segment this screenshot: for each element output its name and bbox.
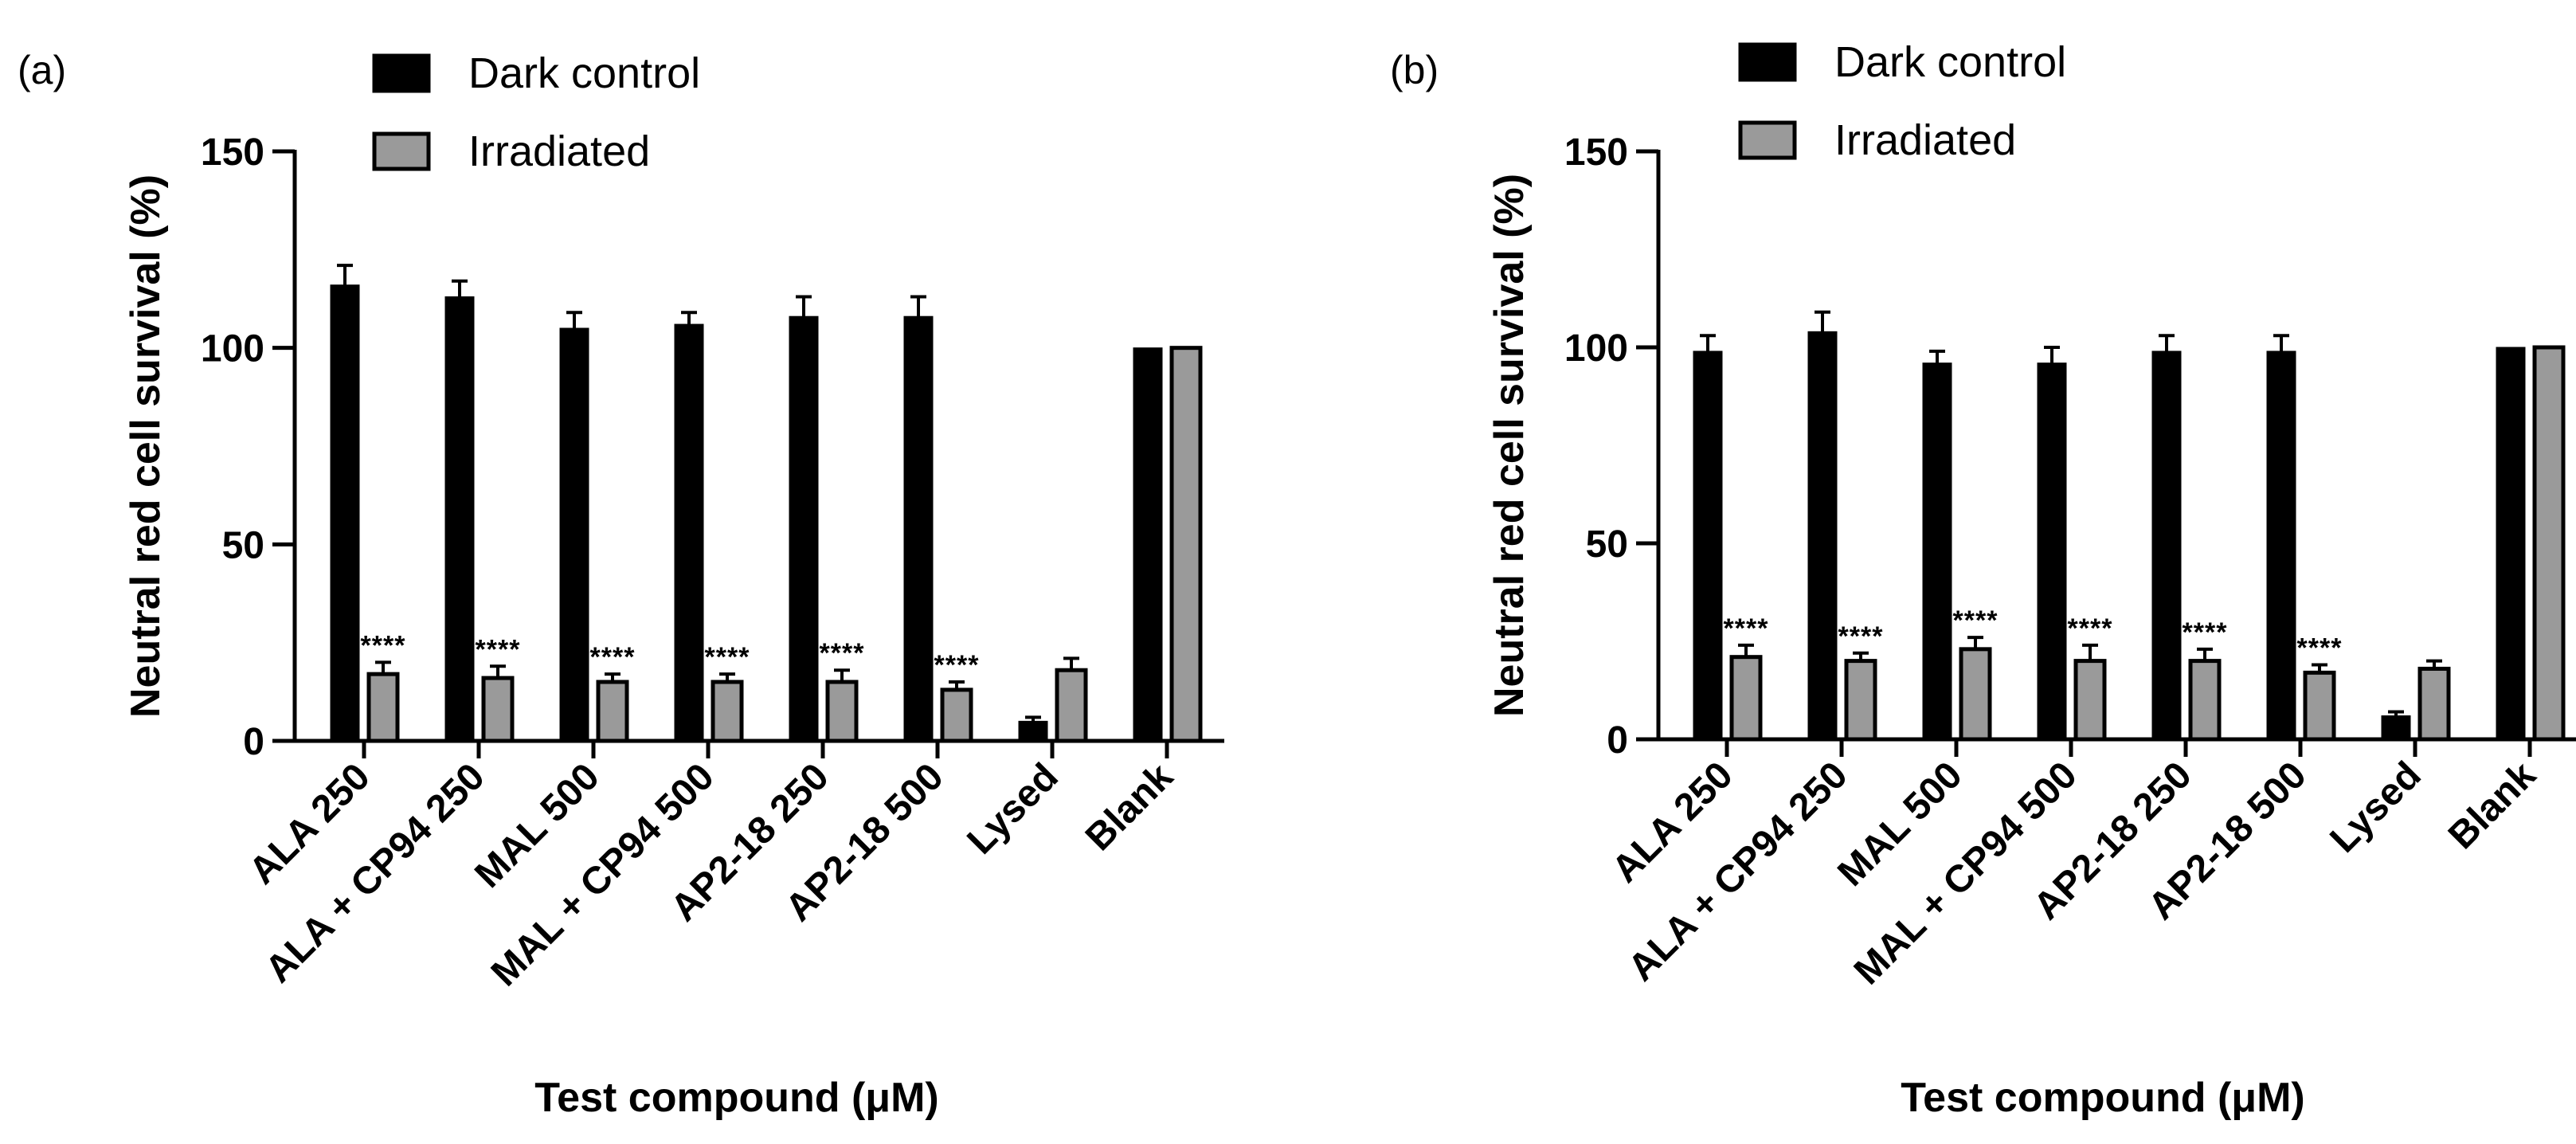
significance-label: **** — [1953, 605, 1999, 636]
significance-label: **** — [476, 634, 521, 664]
bar-irradiated — [1729, 655, 1763, 742]
bar-irradiated — [825, 680, 859, 743]
bar-dark-control — [1807, 331, 1838, 740]
x-axis-title: Test compound (μM) — [534, 1075, 938, 1121]
chart-panel-b: (b) Dark control Irradiated 0 50 100 150 Neutra… — [1390, 38, 2576, 1121]
y-tick-label: 50 — [1586, 523, 1628, 566]
y-tick-label: 50 — [222, 524, 264, 566]
bar-irradiated — [1959, 647, 1992, 742]
y-tick-label: 100 — [201, 328, 264, 370]
legend-swatch-irradiated — [1738, 120, 1797, 160]
significance-label: **** — [2183, 617, 2228, 648]
legend-swatch-dark — [372, 53, 431, 93]
x-category-label: MAL + CP94 500 — [1846, 754, 2085, 993]
bar-irradiated — [2417, 666, 2451, 742]
significance-label: **** — [705, 642, 750, 672]
bar-dark-control — [2266, 351, 2296, 740]
x-category-label: MAL + CP94 500 — [483, 755, 722, 994]
bar-dark-control — [2151, 351, 2182, 740]
significance-label: **** — [2068, 613, 2113, 644]
bar-irradiated — [711, 680, 744, 743]
bar-dark-control — [330, 284, 360, 742]
bar-irradiated — [940, 688, 973, 743]
bar-irradiated — [2532, 345, 2566, 742]
legend-label: Dark control — [1834, 38, 2066, 86]
significance-label: **** — [1838, 621, 1884, 652]
bar-dark-control — [444, 296, 475, 742]
y-axis-title: Neutral red cell survival (%) — [1486, 174, 1533, 717]
legend-label: Dark control — [468, 49, 700, 97]
bar-irradiated — [596, 680, 629, 743]
bar-irradiated — [366, 672, 400, 743]
bar-dark-control — [1922, 362, 1952, 740]
y-tick-label: 0 — [243, 721, 264, 763]
bar-dark-control — [559, 327, 589, 742]
bar-irradiated — [1169, 346, 1203, 743]
bar-dark-control — [789, 315, 819, 742]
panel-label: (a) — [18, 48, 66, 92]
bar-dark-control — [903, 315, 934, 742]
bar-dark-control — [674, 323, 704, 742]
significance-label: **** — [1724, 613, 1769, 644]
bar-dark-control — [1693, 351, 1723, 740]
y-tick-label: 150 — [1564, 131, 1628, 174]
legend-swatch-irradiated — [372, 131, 431, 171]
y-tick-label: 100 — [1564, 327, 1628, 370]
x-category-label: ALA + CP94 250 — [1620, 754, 1856, 989]
x-axis-title: Test compound (μM) — [1901, 1075, 2304, 1121]
x-category-label: Lysed — [2322, 754, 2429, 860]
legend-label: Irradiated — [468, 127, 650, 175]
bar-irradiated — [481, 676, 515, 743]
significance-label: **** — [361, 630, 406, 660]
bar-dark-control — [1133, 347, 1163, 742]
bar-irradiated — [2188, 659, 2222, 742]
bar-irradiated — [1055, 668, 1088, 743]
x-category-label: Lysed — [959, 755, 1066, 862]
panel-label: (b) — [1390, 48, 1439, 92]
bar-irradiated — [2303, 670, 2336, 742]
bar-dark-control — [1018, 720, 1048, 742]
bar-irradiated — [2073, 659, 2107, 742]
legend-label: Irradiated — [1834, 116, 2016, 164]
significance-label: **** — [2297, 633, 2343, 664]
x-category-label: ALA + CP94 250 — [257, 755, 493, 991]
significance-label: **** — [590, 642, 636, 672]
bar-dark-control — [2381, 715, 2411, 740]
y-tick-label: 150 — [201, 131, 264, 174]
significance-label: **** — [820, 638, 865, 668]
legend-swatch-dark — [1738, 42, 1797, 82]
x-category-label: Blank — [2441, 754, 2544, 857]
y-tick-label: 0 — [1607, 719, 1628, 762]
bar-irradiated — [1844, 659, 1877, 742]
bar-dark-control — [2037, 362, 2067, 740]
y-axis-title: Neutral red cell survival (%) — [123, 174, 169, 718]
chart-panel-a: (a) Dark control Irradiated 0 50 100 150 Neutra… — [18, 48, 1224, 1121]
significance-label: **** — [934, 650, 980, 680]
bar-dark-control — [2496, 347, 2526, 740]
x-category-label: Blank — [1078, 755, 1181, 859]
